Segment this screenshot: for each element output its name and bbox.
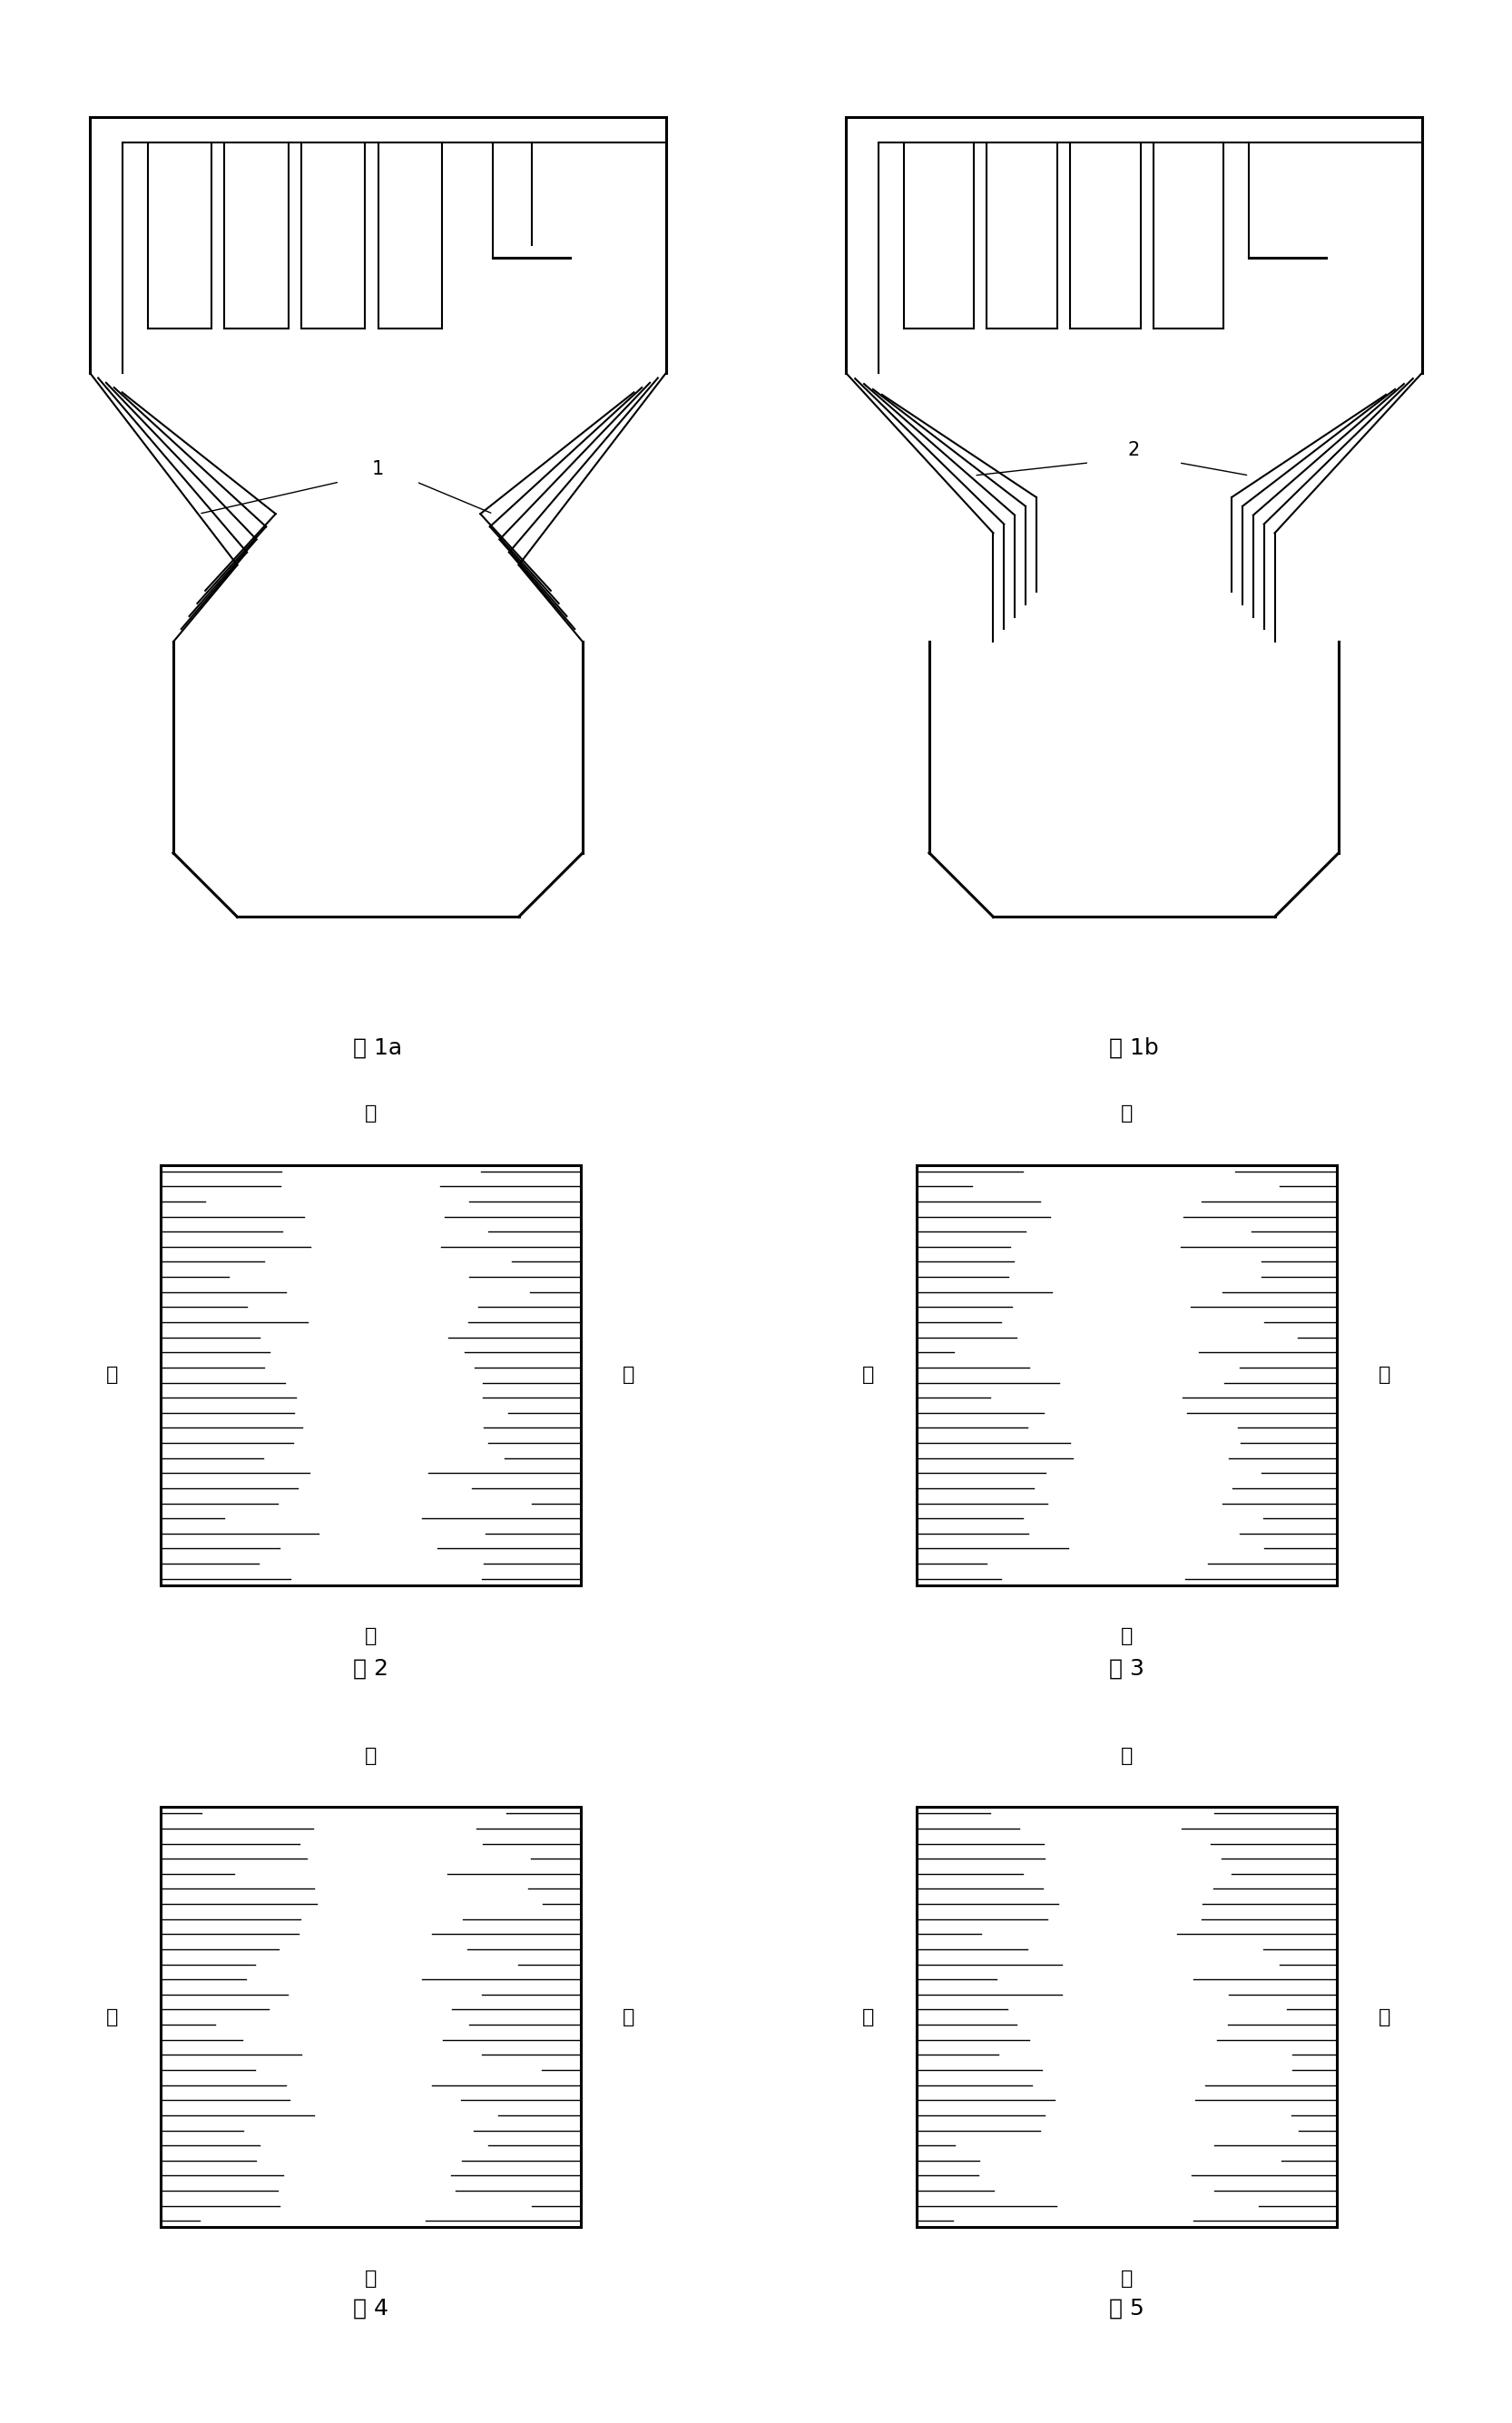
- Text: 右: 右: [1120, 1747, 1132, 1764]
- Text: 后: 后: [1379, 1367, 1391, 1384]
- Text: 左: 左: [1120, 1628, 1132, 1645]
- Text: 右: 右: [1120, 1105, 1132, 1122]
- Text: 前: 前: [862, 1367, 874, 1384]
- Text: 图 5: 图 5: [1108, 2297, 1145, 2319]
- Text: 图 1b: 图 1b: [1110, 1037, 1158, 1059]
- Text: 1: 1: [372, 460, 384, 477]
- Text: 图 1a: 图 1a: [354, 1037, 402, 1059]
- Text: 图 2: 图 2: [352, 1657, 389, 1679]
- Text: 后: 后: [623, 2009, 635, 2026]
- Text: 图 4: 图 4: [352, 2297, 389, 2319]
- Text: 右: 右: [364, 1105, 376, 1122]
- Text: 2: 2: [1128, 441, 1140, 458]
- Text: 左: 左: [364, 1628, 376, 1645]
- Text: 左: 左: [1120, 2270, 1132, 2287]
- Text: 左: 左: [364, 2270, 376, 2287]
- Text: 前: 前: [862, 2009, 874, 2026]
- Text: 图 3: 图 3: [1108, 1657, 1145, 1679]
- Text: 后: 后: [623, 1367, 635, 1384]
- Text: 前: 前: [106, 1367, 118, 1384]
- Text: 后: 后: [1379, 2009, 1391, 2026]
- Text: 右: 右: [364, 1747, 376, 1764]
- Text: 前: 前: [106, 2009, 118, 2026]
